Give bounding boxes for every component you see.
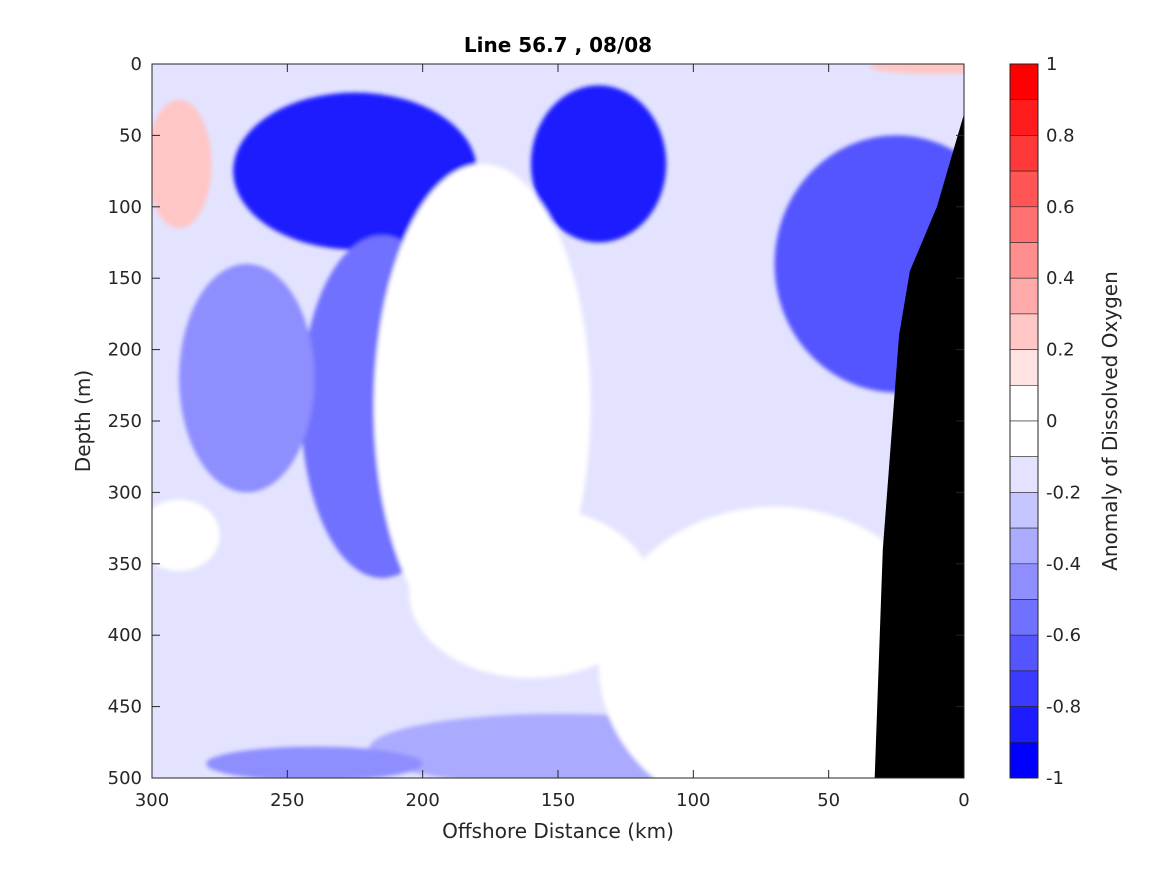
y-tick-label: 300 bbox=[108, 482, 142, 503]
y-axis-label: Depth (m) bbox=[71, 370, 95, 472]
contour-region-4 bbox=[179, 263, 315, 493]
colorbar-axis: 1 0.8 0.6 0.4 0.2 0 -0.2 -0.4 -0.6 -0.8 -1 bbox=[1046, 54, 1081, 789]
colorbar-tick-label: 1 bbox=[1046, 54, 1057, 75]
colorbar-segment-0 bbox=[1009, 63, 1039, 101]
x-tick-label: 150 bbox=[541, 790, 575, 811]
colorbar-tick-label: -0.2 bbox=[1046, 482, 1081, 503]
x-axis-label: Offshore Distance (km) bbox=[442, 819, 674, 843]
colorbar-segment-5 bbox=[1009, 242, 1039, 279]
contour-region-10 bbox=[598, 506, 951, 778]
x-axis: 300 250 200 150 100 50 0 bbox=[135, 64, 970, 811]
colorbar-tick-label: -0.4 bbox=[1046, 554, 1081, 575]
colorbar-tick-label: -0.8 bbox=[1046, 697, 1081, 718]
x-tick-label: 250 bbox=[270, 790, 304, 811]
y-tick-label: 450 bbox=[108, 697, 142, 718]
colorbar-segment-11 bbox=[1009, 456, 1039, 493]
colorbar-segment-2 bbox=[1009, 135, 1039, 172]
y-tick-label: 200 bbox=[108, 340, 142, 361]
x-tick-label: 50 bbox=[817, 790, 840, 811]
colorbar-tick-label: -1 bbox=[1046, 768, 1064, 789]
colorbar-segment-3 bbox=[1009, 170, 1039, 208]
y-tick-label: 250 bbox=[108, 411, 142, 432]
colorbar-segment-7 bbox=[1009, 313, 1039, 350]
contour-fills bbox=[152, 64, 964, 778]
colorbar-segment-19 bbox=[1009, 741, 1039, 779]
y-tick-label: 400 bbox=[108, 625, 142, 646]
contour-region-0 bbox=[233, 92, 477, 250]
colorbar-tick-label: 0 bbox=[1046, 411, 1057, 432]
contour-region-6 bbox=[206, 746, 423, 778]
chart-title: Line 56.7 , 08/08 bbox=[464, 33, 652, 57]
plot-area bbox=[152, 64, 964, 778]
colorbar-segment-8 bbox=[1009, 349, 1039, 386]
contour-region-8 bbox=[869, 64, 964, 74]
contour-region-2 bbox=[774, 135, 964, 393]
y-tick-label: 0 bbox=[131, 54, 142, 75]
contour-region-11 bbox=[409, 506, 653, 679]
colorbar-label: Anomaly of Dissolved Oxygen bbox=[1098, 271, 1122, 571]
y-axis: 0 50 100 150 200 250 300 350 400 450 500 bbox=[108, 54, 964, 789]
land-mask bbox=[874, 113, 964, 778]
contour-region-7 bbox=[152, 99, 212, 229]
colorbar-segment-16 bbox=[1009, 634, 1039, 672]
colorbar-segment-1 bbox=[1009, 99, 1039, 136]
x-tick-label: 0 bbox=[958, 790, 969, 811]
x-tick-label: 200 bbox=[405, 790, 439, 811]
y-tick-label: 50 bbox=[119, 125, 142, 146]
colorbar-tick-label: 0.4 bbox=[1046, 268, 1075, 289]
colorbar-frame bbox=[1009, 63, 1039, 779]
y-tick-label: 100 bbox=[108, 197, 142, 218]
colorbar-tick-label: 0.8 bbox=[1046, 125, 1075, 146]
colorbar-segment-14 bbox=[1009, 563, 1039, 600]
colorbar-segment-17 bbox=[1009, 670, 1039, 707]
colorbar-segment-9 bbox=[1009, 384, 1039, 422]
colorbar-segment-15 bbox=[1009, 599, 1039, 636]
y-tick-label: 500 bbox=[108, 768, 142, 789]
colorbar-segment-12 bbox=[1009, 492, 1039, 529]
contour-region-12 bbox=[152, 499, 220, 571]
colorbar-segment-4 bbox=[1009, 206, 1039, 243]
x-tick-label: 100 bbox=[676, 790, 710, 811]
colorbar-tick-label: 0.6 bbox=[1046, 197, 1075, 218]
colorbar-segment-10 bbox=[1009, 420, 1039, 458]
colorbar-segment-18 bbox=[1009, 706, 1039, 743]
colorbar bbox=[1009, 63, 1039, 779]
colorbar-tick-label: 0.2 bbox=[1046, 340, 1075, 361]
colorbar-segment-6 bbox=[1009, 277, 1039, 315]
x-tick-label: 300 bbox=[135, 790, 169, 811]
colorbar-tick-label: -0.6 bbox=[1046, 625, 1081, 646]
colorbar-segment-13 bbox=[1009, 527, 1039, 565]
y-tick-label: 150 bbox=[108, 268, 142, 289]
contour-region-1 bbox=[530, 85, 667, 243]
y-tick-label: 350 bbox=[108, 554, 142, 575]
